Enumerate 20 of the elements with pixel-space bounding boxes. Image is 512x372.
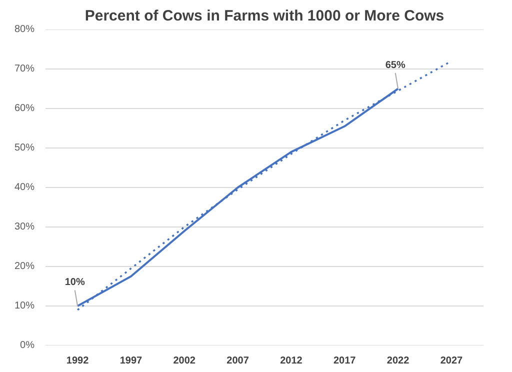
x-tick-label: 2027 xyxy=(440,356,464,366)
x-tick-label: 2012 xyxy=(280,356,303,366)
y-tick-label: 0% xyxy=(20,340,35,351)
y-tick-label: 40% xyxy=(14,182,35,193)
y-tick-label: 20% xyxy=(14,261,35,272)
x-tick-label: 2007 xyxy=(226,356,250,366)
y-tick-label: 30% xyxy=(14,222,35,232)
x-tick-label: 1997 xyxy=(120,356,143,366)
x-tick-label: 2017 xyxy=(334,356,356,366)
x-tick-label: 2002 xyxy=(173,356,196,366)
y-tick-label: 80% xyxy=(14,24,35,35)
y-tick-label: 50% xyxy=(14,142,35,154)
y-tick-label: 60% xyxy=(14,103,35,114)
x-tick-label: 2022 xyxy=(386,356,410,366)
annotation: 10% xyxy=(64,277,85,288)
y-tick-label: 10% xyxy=(14,300,35,312)
annotation: 65% xyxy=(385,60,406,71)
y-tick-label: 70% xyxy=(14,64,35,74)
x-tick-label: 1992 xyxy=(66,356,90,366)
chart-title: Percent of Cows in Farms with 1000 or More Cows xyxy=(84,8,444,24)
